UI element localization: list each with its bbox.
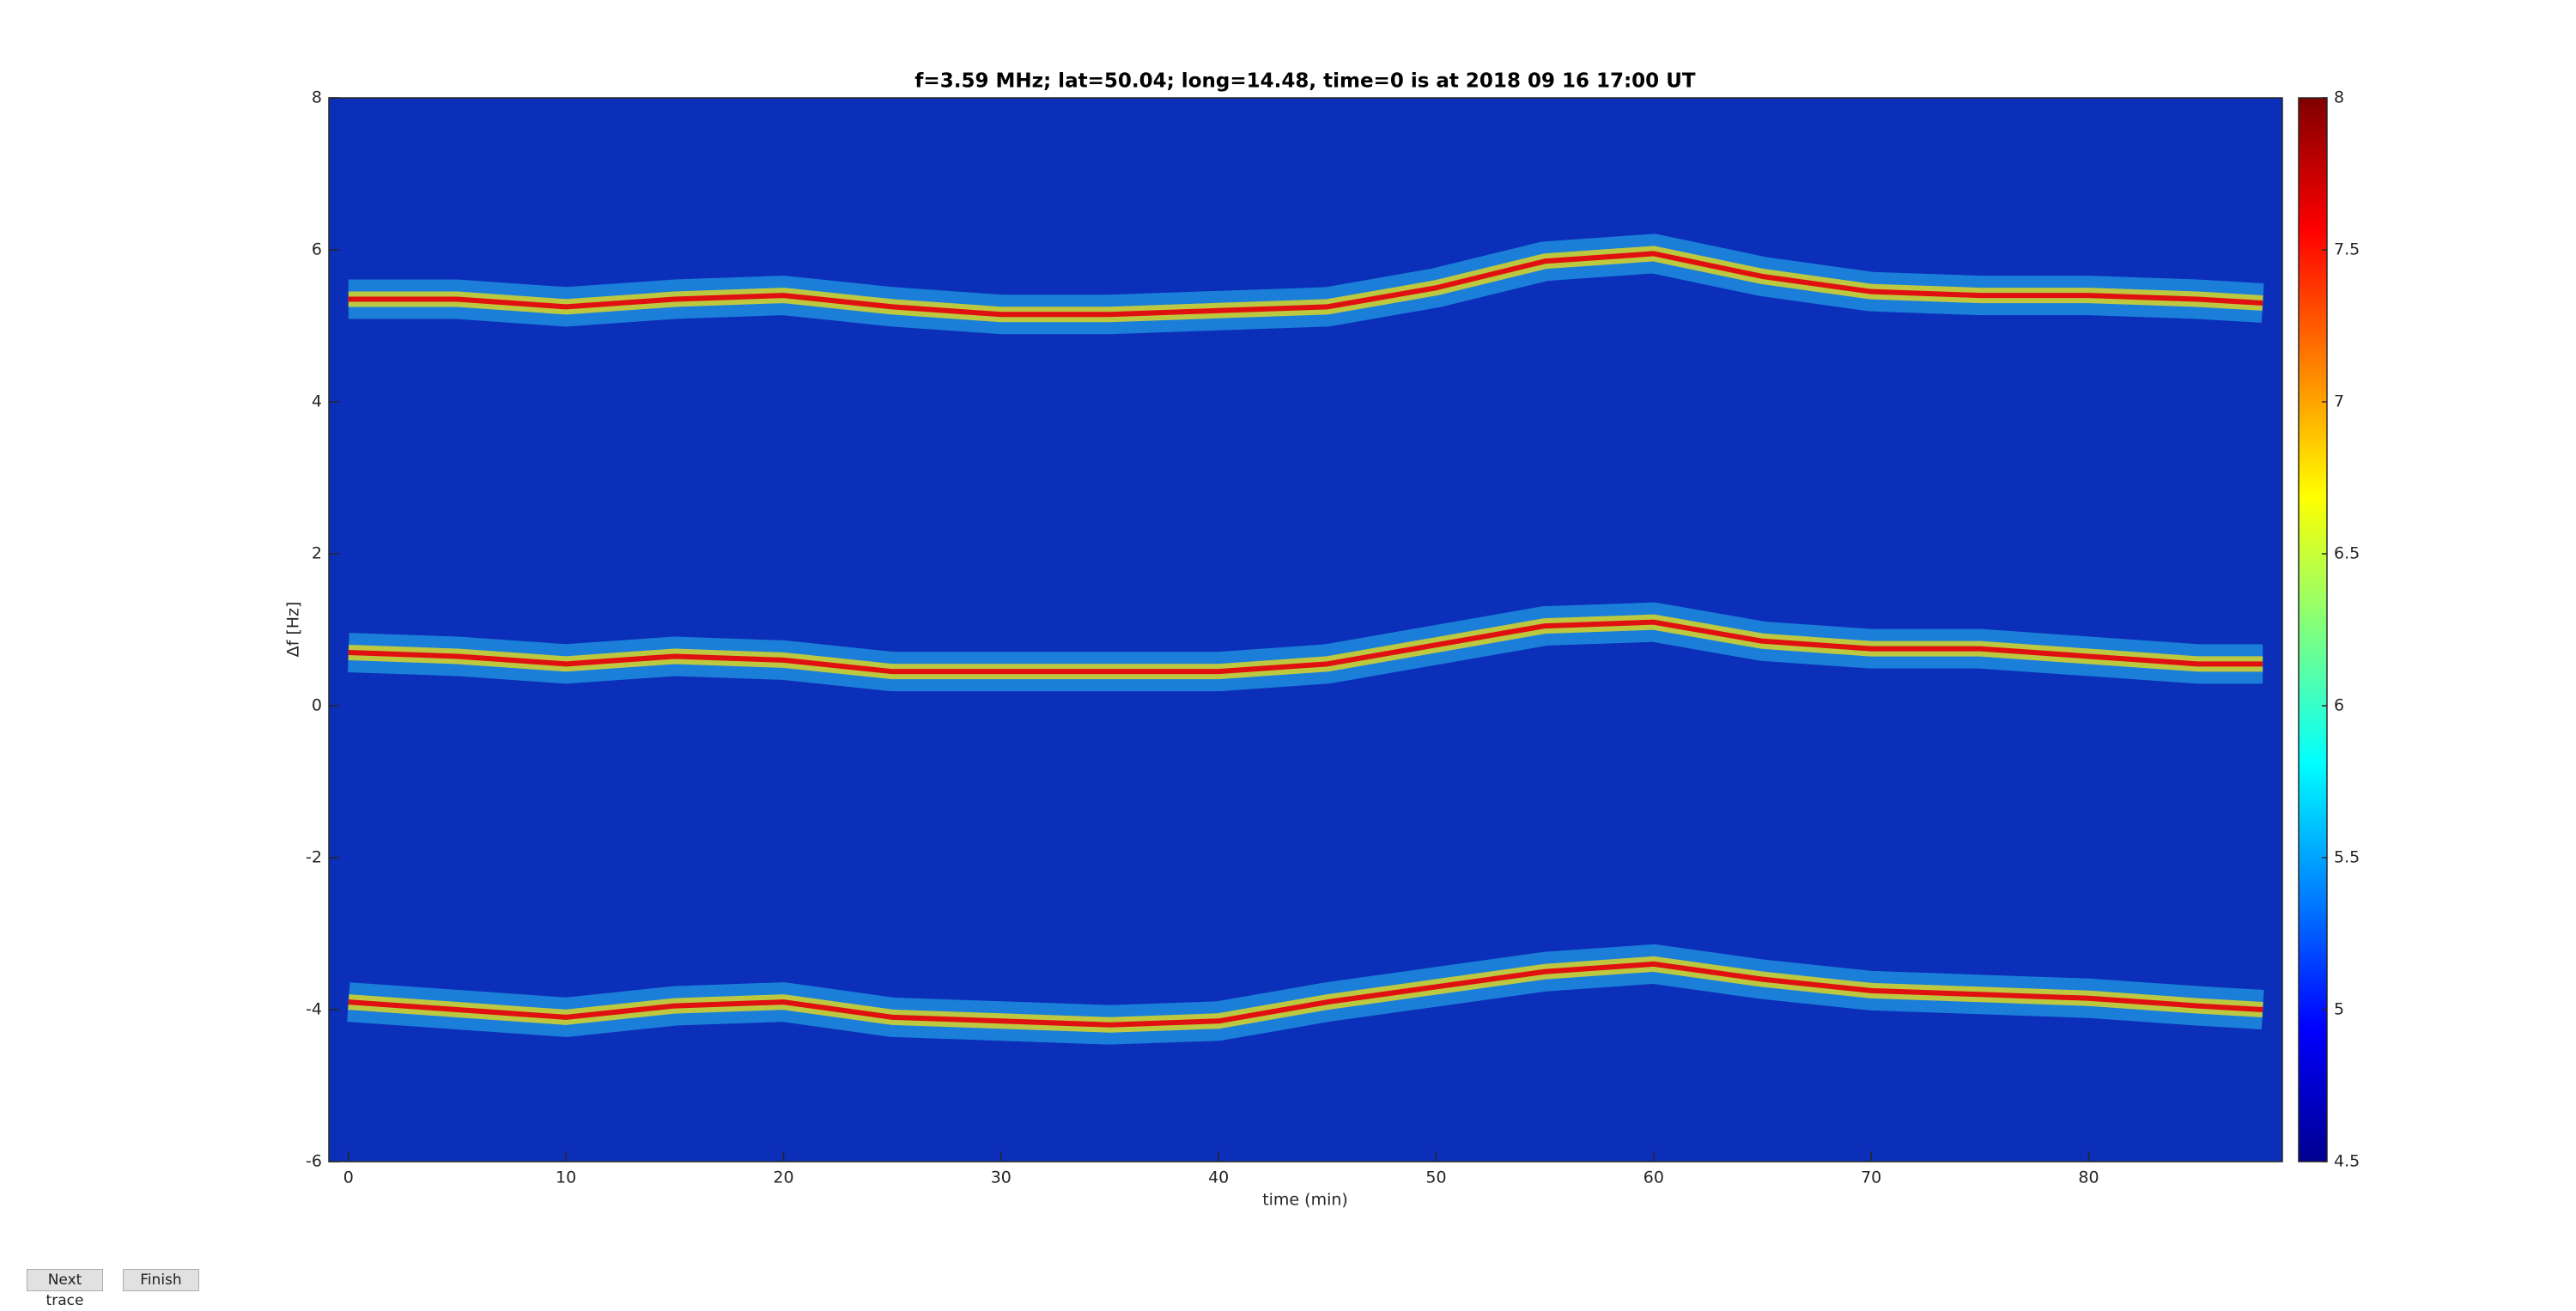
x-tick-label: 60 [1643, 1168, 1664, 1187]
trace [348, 961, 2263, 1028]
y-tick-label: 2 [312, 544, 322, 563]
y-tick-label: 6 [312, 240, 322, 259]
colorbar-tick-label: 6.5 [2334, 544, 2360, 563]
x-axis-label: time (min) [1262, 1191, 1348, 1210]
x-tick-label: 30 [991, 1168, 1012, 1187]
y-tick-label: 4 [312, 392, 322, 411]
colorbar-tick-label: 7.5 [2334, 240, 2360, 259]
colorbar-tick-label: 8 [2334, 88, 2344, 107]
x-tick-label: 40 [1208, 1168, 1229, 1187]
figure: f=3.59 MHz; lat=50.04; long=14.48, time=… [284, 70, 2360, 1210]
next-trace-button[interactable]: Next trace [27, 1269, 103, 1309]
colorbar [2298, 97, 2328, 1162]
y-axis-label: Δf [Hz] [284, 602, 303, 658]
x-tick-label: 70 [1861, 1168, 1881, 1187]
x-tick-label: 10 [556, 1168, 576, 1187]
axes-frame [328, 97, 2283, 1162]
x-tick-label: 50 [1425, 1168, 1446, 1187]
trace [348, 251, 2263, 318]
y-tick-label: 0 [312, 696, 322, 715]
x-tick-label: 0 [343, 1168, 354, 1187]
trace [348, 619, 2263, 675]
y-tick-label: -4 [306, 1000, 322, 1019]
chart-title: f=3.59 MHz; lat=50.04; long=14.48, time=… [914, 70, 1695, 93]
colorbar-tick-label: 4.5 [2334, 1152, 2360, 1171]
y-tick-label: 8 [312, 88, 322, 107]
y-tick-label: -2 [306, 848, 322, 867]
y-tick-label: -6 [306, 1152, 322, 1171]
colorbar-tick-label: 6 [2334, 696, 2344, 715]
colorbar-tick-label: 5 [2334, 1000, 2344, 1019]
plot-background [329, 98, 2282, 1162]
x-tick-label: 20 [773, 1168, 793, 1187]
colorbar-tick-label: 7 [2334, 392, 2344, 411]
colorbar-tick-label: 5.5 [2334, 848, 2360, 867]
x-tick-label: 80 [2078, 1168, 2099, 1187]
finish-button[interactable]: Finish [123, 1269, 199, 1291]
